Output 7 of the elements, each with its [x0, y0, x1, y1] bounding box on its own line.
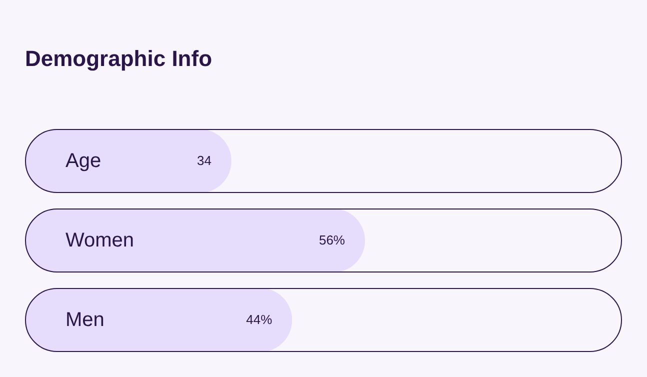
data-label: 34	[196, 153, 212, 168]
y-tick-label: Men	[66, 309, 104, 331]
chart-title: Demographic Info	[25, 46, 212, 71]
y-tick-label: Women	[66, 230, 134, 252]
y-tick-label: Age	[66, 150, 102, 172]
data-label: 56%	[318, 232, 346, 248]
data-label: 44%	[246, 312, 273, 327]
